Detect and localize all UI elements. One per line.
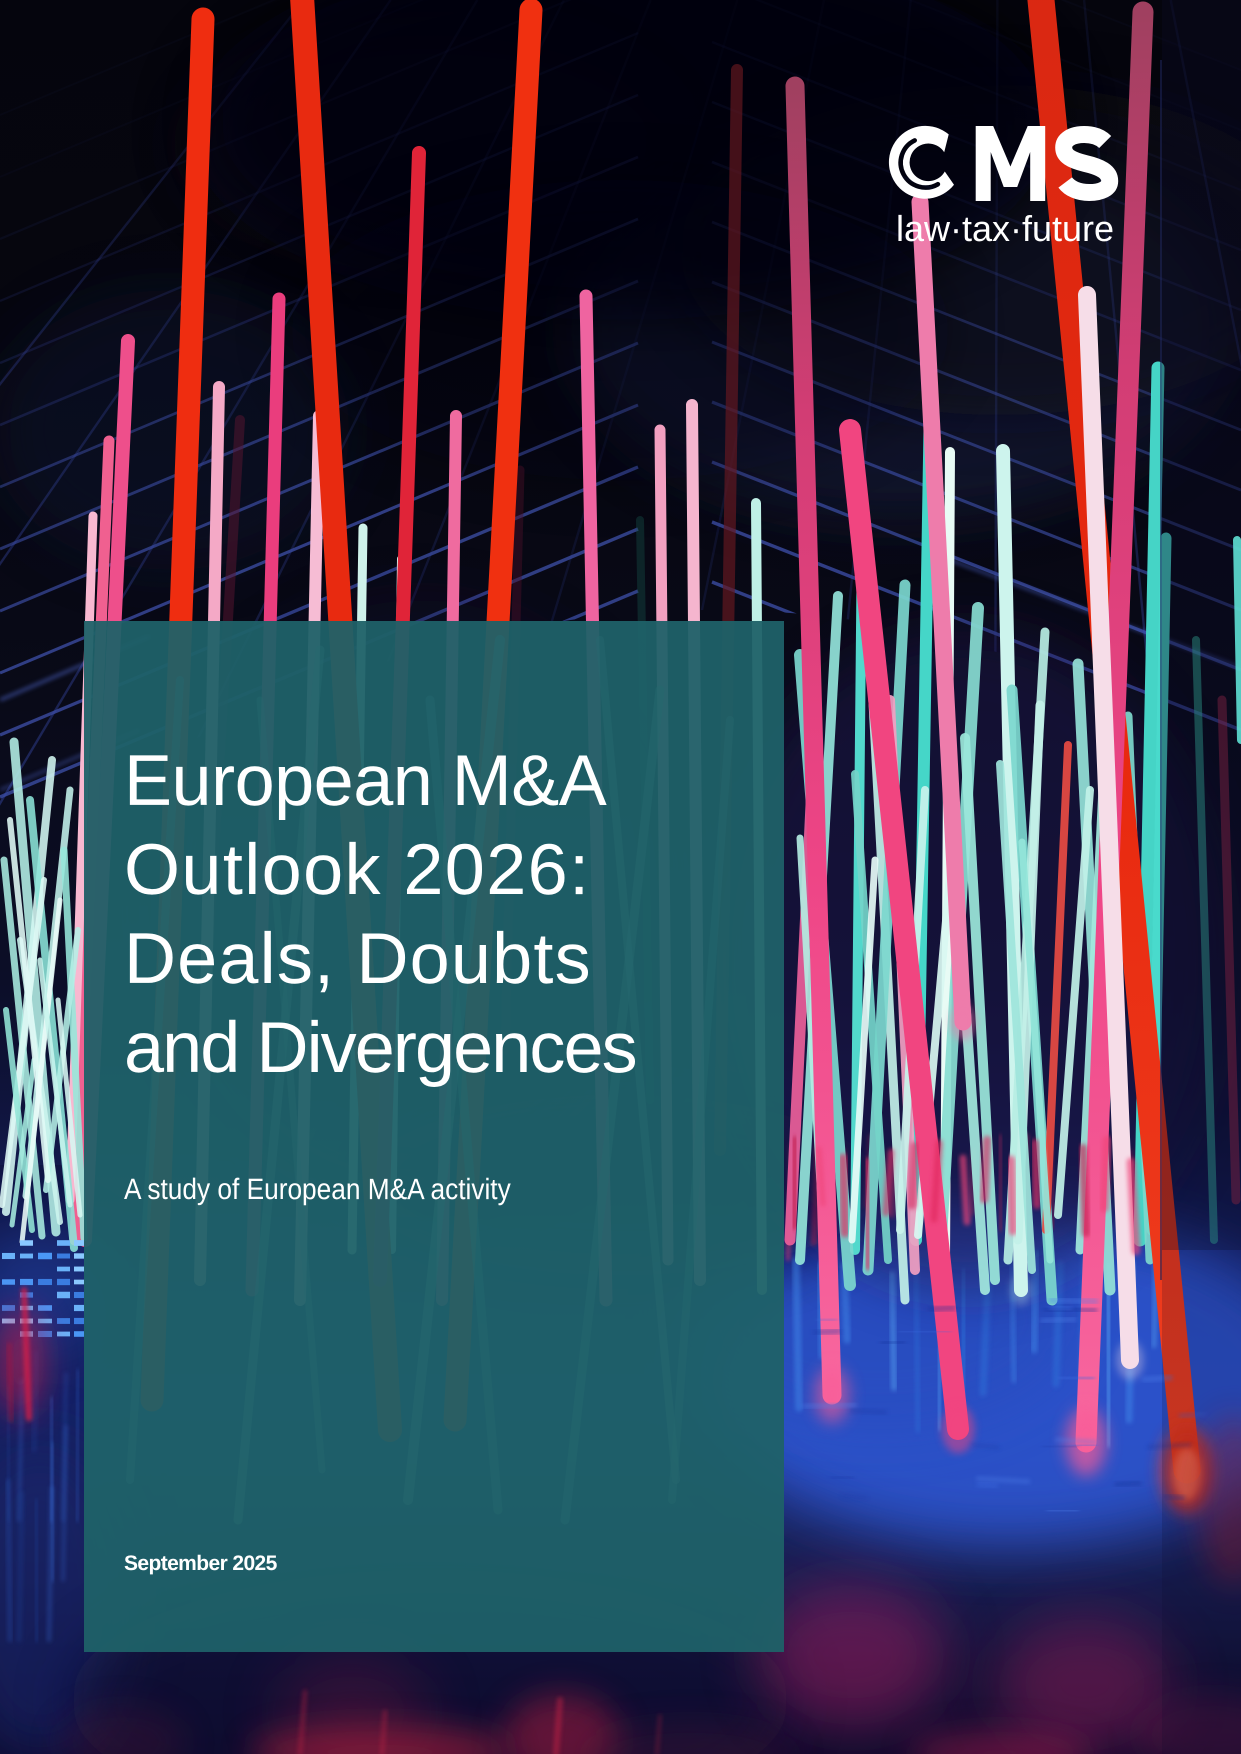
svg-text:law·tax·future: law·tax·future: [896, 208, 1114, 249]
